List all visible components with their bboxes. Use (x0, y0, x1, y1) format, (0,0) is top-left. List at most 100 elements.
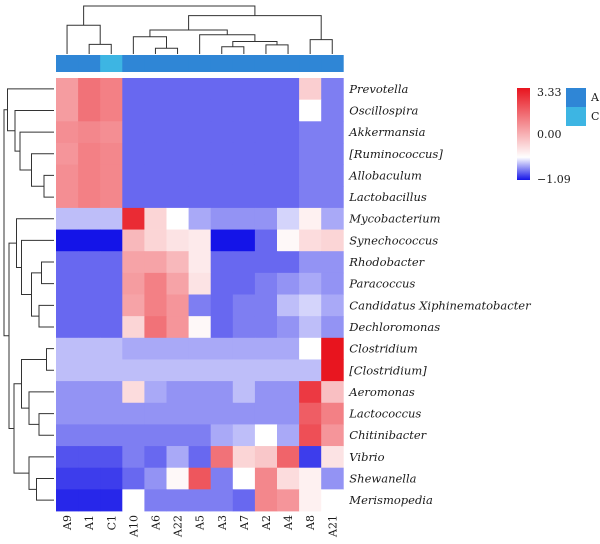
cell-lactobacillus-a22 (166, 186, 189, 209)
row-dendrogram-branch-18 (3, 109, 9, 337)
group-cell-a6 (144, 55, 167, 72)
cell-ruminococcus-a6 (144, 142, 167, 165)
cell-shewanella-a1 (78, 467, 101, 490)
cell-ruminococcus-a10 (122, 142, 145, 165)
cell-shewanella-a4 (277, 467, 300, 490)
cell-ruminococcus-c1 (100, 142, 123, 165)
cell-clostridium-a10 (122, 359, 145, 382)
cell-dechloromonas-c1 (100, 316, 123, 339)
cell-paracoccus-a6 (144, 272, 167, 295)
cell-lactococcus-a9 (56, 402, 79, 425)
cell-paracoccus-a3 (210, 272, 234, 295)
cell-chitinibacter-a4 (277, 424, 300, 447)
cell-lactococcus-a10 (122, 402, 145, 425)
column-dendrogram-branch-2 (154, 47, 179, 54)
cell-synechococcus-a10 (122, 229, 145, 252)
cell-chitinibacter-a8 (299, 424, 322, 447)
row-dendrogram-branch-17 (8, 242, 17, 429)
cell-akkermansia-a1 (78, 121, 101, 144)
color-scale-bar (517, 88, 530, 180)
cell-dechloromonas-a21 (321, 316, 344, 339)
cell-oscillospira-a8 (299, 99, 322, 122)
cell-paracoccus-a22 (166, 272, 189, 295)
row-label-akkermansia: Akkermansia (348, 125, 425, 139)
cell-synechococcus-a4 (277, 229, 300, 252)
cell-ruminococcus-a3 (210, 142, 234, 165)
cell-candidatus-xiphinematobacter-a22 (166, 294, 189, 317)
cell-allobaculum-a2 (254, 164, 278, 187)
column-label-a5: A5 (194, 515, 207, 531)
column-dendrogram-branch-0 (88, 43, 112, 54)
cell-lactobacillus-a2 (254, 186, 278, 209)
cell-oscillospira-a6 (144, 99, 167, 122)
cell-merismopedia-a10 (122, 489, 145, 512)
row-dendrogram-branch-12 (28, 391, 54, 425)
cell-allobaculum-a6 (144, 164, 167, 187)
cell-synechococcus-a3 (210, 229, 234, 252)
row-label-rhodobacter: Rhodobacter (348, 255, 425, 269)
cell-candidatus-xiphinematobacter-a5 (188, 294, 212, 317)
heatmap-cells (56, 78, 344, 512)
cell-prevotella-a3 (210, 78, 234, 101)
cell-rhodobacter-a5 (188, 251, 212, 274)
cell-aeromonas-a10 (122, 381, 145, 404)
cell-mycobacterium-a6 (144, 207, 167, 230)
cell-paracoccus-c1 (100, 272, 123, 295)
group-cell-a8 (299, 55, 322, 72)
cell-dechloromonas-a7 (232, 316, 256, 339)
cell-mycobacterium-c1 (100, 207, 123, 230)
cell-candidatus-xiphinematobacter-c1 (100, 294, 123, 317)
cell-lactobacillus-a5 (188, 186, 212, 209)
cell-ruminococcus-a5 (188, 142, 212, 165)
row-label-chitinibacter: Chitinibacter (349, 428, 427, 442)
cell-mycobacterium-a7 (232, 207, 256, 230)
cell-shewanella-a10 (122, 467, 145, 490)
column-label-a21: A21 (326, 515, 339, 538)
cell-paracoccus-a4 (277, 272, 300, 295)
column-dendrogram-branch-11 (83, 5, 256, 26)
cell-aeromonas-a6 (144, 381, 167, 404)
group-cell-a9 (56, 55, 79, 72)
cell-ruminococcus-a4 (277, 142, 300, 165)
cell-allobaculum-c1 (100, 164, 123, 187)
cell-mycobacterium-a8 (299, 207, 322, 230)
cell-lactococcus-a3 (210, 402, 234, 425)
cell-akkermansia-a21 (321, 121, 344, 144)
row-dendrogram-branch-4 (7, 88, 54, 132)
cell-prevotella-a9 (56, 78, 79, 101)
row-label-lactobacillus: Lactobacillus (348, 190, 427, 204)
column-label-a2: A2 (260, 515, 273, 531)
cell-rhodobacter-a4 (277, 251, 300, 274)
cell-oscillospira-a7 (232, 99, 256, 122)
cell-vibrio-a1 (78, 446, 101, 469)
cell-clostridium-a7 (232, 359, 256, 382)
cell-allobaculum-a8 (299, 164, 322, 187)
column-dendrogram-branch-6 (232, 41, 278, 47)
cell-prevotella-c1 (100, 78, 123, 101)
cell-aeromonas-a4 (277, 381, 300, 404)
cell-prevotella-a4 (277, 78, 300, 101)
cell-rhodobacter-a6 (144, 251, 167, 274)
row-dendrogram-branch-9 (16, 218, 54, 268)
cell-candidatus-xiphinematobacter-a3 (210, 294, 234, 317)
cell-chitinibacter-a3 (210, 424, 234, 447)
cell-aeromonas-c1 (100, 381, 123, 404)
cell-dechloromonas-a22 (166, 316, 189, 339)
row-dendrogram-branch-10 (46, 348, 54, 371)
row-label-aeromonas: Aeromonas (348, 385, 415, 399)
column-dendrogram-branch-3 (132, 36, 167, 54)
cell-merismopedia-a21 (321, 489, 344, 512)
cell-akkermansia-a4 (277, 121, 300, 144)
cell-lactobacillus-a21 (321, 186, 344, 209)
cell-candidatus-xiphinematobacter-a4 (277, 294, 300, 317)
cell-vibrio-a22 (166, 446, 189, 469)
cell-ruminococcus-a22 (166, 142, 189, 165)
cell-oscillospira-a1 (78, 99, 101, 122)
cell-vibrio-a7 (232, 446, 256, 469)
cell-chitinibacter-a5 (188, 424, 212, 447)
cell-shewanella-a21 (321, 467, 344, 490)
cell-allobaculum-a7 (232, 164, 256, 187)
cell-dechloromonas-a6 (144, 316, 167, 339)
cell-dechloromonas-a9 (56, 316, 79, 339)
